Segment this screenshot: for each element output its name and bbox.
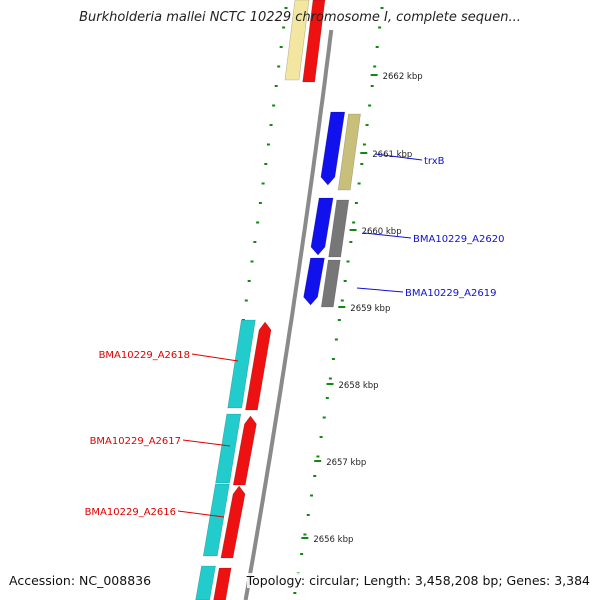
gene-feature (215, 413, 242, 484)
cds-feature (302, 0, 326, 83)
label-leader-line (182, 439, 231, 447)
gene-label: BMA10229_A2616 (85, 507, 176, 518)
cds-feature (232, 415, 257, 486)
gene-feature (202, 483, 230, 557)
gene-feature (328, 199, 350, 258)
gene-label: trxB (424, 156, 445, 167)
label-leader-line (363, 232, 412, 239)
ruler-label: 2661 kbp (372, 150, 412, 160)
gene-feature (337, 113, 361, 191)
cds-feature (213, 567, 232, 600)
topology-label: Topology: circular; Length: 3,458,208 bp… (246, 573, 590, 588)
gene-feature (284, 0, 310, 81)
label-leader-line (374, 153, 423, 161)
gene-label: BMA10229_A2619 (405, 288, 496, 299)
map-title: Burkholderia mallei NCTC 10229 chromosom… (79, 10, 521, 25)
accession-label: Accession: NC_008836 (9, 573, 152, 588)
cds-feature (310, 197, 334, 256)
backbone-line (243, 29, 334, 600)
label-leader-line (191, 353, 239, 362)
gene-label: BMA10229_A2618 (99, 350, 190, 361)
ruler-label: 2662 kbp (383, 72, 423, 82)
label-leader-line (356, 287, 404, 293)
ruler-label: 2657 kbp (326, 458, 366, 468)
gene-feature (195, 565, 216, 600)
gene-feature (227, 319, 256, 409)
gene-feature (320, 259, 341, 308)
cds-feature (320, 111, 346, 186)
ruler-label: 2658 kbp (339, 381, 379, 391)
ruler-label: 2656 kbp (313, 535, 353, 545)
cds-feature (220, 485, 246, 559)
cds-feature (303, 257, 325, 306)
ruler-label: 2660 kbp (362, 227, 402, 237)
gene-label: BMA10229_A2620 (413, 234, 504, 245)
cds-feature (245, 321, 272, 411)
ruler-label: 2659 kbp (350, 304, 390, 314)
label-leader-line (177, 510, 225, 518)
gene-label: BMA10229_A2617 (90, 436, 181, 447)
